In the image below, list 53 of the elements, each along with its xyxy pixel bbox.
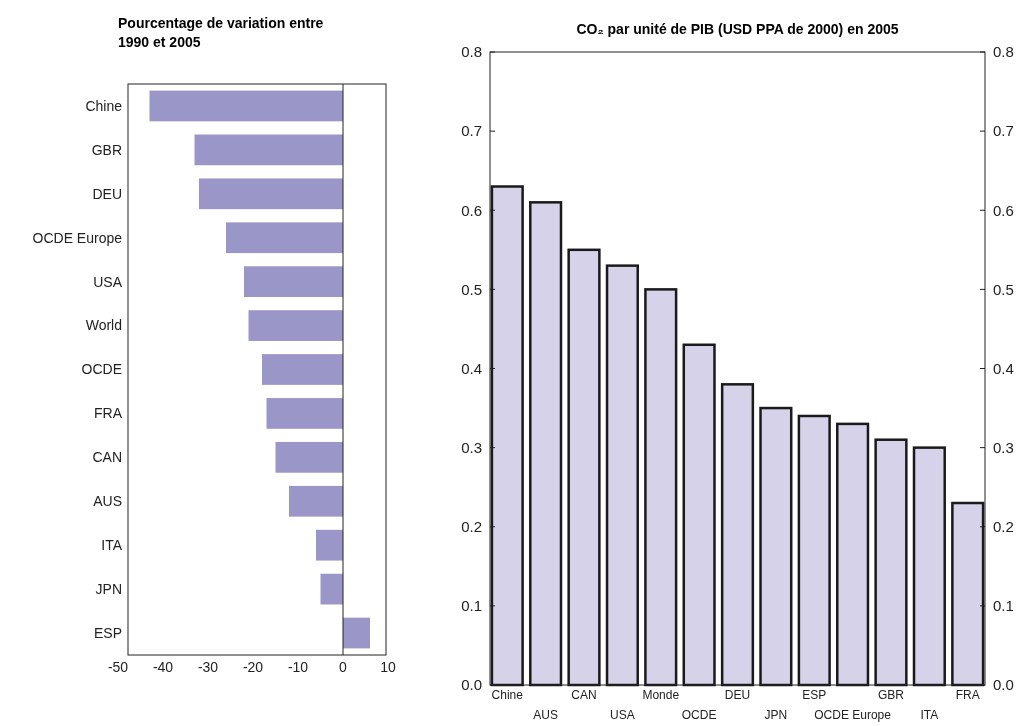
x-tick-label: -50: [107, 659, 129, 675]
y-tick-label: CAN: [92, 449, 122, 466]
y2-tick-label: 0.2: [993, 518, 1014, 535]
x-tick-label: CAN: [571, 688, 597, 702]
y-tick-label: 0.5: [461, 280, 482, 298]
x-tick-label: FRA: [955, 688, 980, 702]
y2-tick-label: 0.4: [993, 359, 1014, 377]
x-tick-label: DEU: [724, 688, 751, 702]
y2-tick-label: 0.0: [993, 676, 1014, 694]
y-tick-label: 0.4: [461, 359, 482, 377]
x-tick-label: USA: [610, 708, 635, 722]
y-tick-label: World: [85, 317, 122, 334]
x-tick-label: -10: [287, 659, 309, 675]
y-tick-label: AUS: [93, 493, 122, 510]
y-tick-label: DEU: [92, 185, 122, 202]
y2-tick-label: 0.3: [993, 438, 1014, 456]
y-tick-label: 0.8: [461, 43, 482, 61]
x-tick-label: JPN: [764, 708, 788, 722]
y-tick-label: 0.1: [461, 597, 482, 615]
y-tick-label: Chine: [85, 97, 123, 114]
x-tick-label: -20: [242, 659, 264, 675]
y-tick-label: 0.0: [461, 676, 482, 694]
y-tick-label: OCDE: [81, 361, 122, 378]
y-tick-label: 0.6: [461, 201, 482, 219]
y2-tick-label: 0.6: [993, 201, 1014, 219]
y-tick-label: 0.7: [461, 122, 482, 140]
x-tick-label: OCDE Europe: [814, 708, 892, 722]
y-tick-label: ITA: [101, 537, 123, 554]
x-tick-label: Chine: [491, 688, 524, 702]
y2-tick-label: 0.7: [993, 122, 1014, 140]
y-tick-label: ESP: [93, 624, 122, 641]
y-tick-label: GBR: [91, 141, 122, 158]
y2-tick-label: 0.1: [993, 597, 1014, 615]
x-tick-label: -30: [197, 659, 219, 675]
x-tick-label: 0: [339, 659, 348, 675]
x-tick-label: -40: [152, 659, 174, 675]
y-tick-label: JPN: [95, 581, 122, 598]
x-tick-label: ITA: [920, 708, 939, 722]
x-tick-label: GBR: [877, 688, 905, 702]
y-tick-label: 0.2: [461, 518, 482, 535]
y-tick-label: FRA: [94, 405, 123, 422]
chart-title: CO₂ par unité de PIB (USD PPA de 2000) en 2005: [576, 21, 899, 37]
x-tick-label: 10: [380, 659, 396, 675]
x-tick-label: ESP: [802, 688, 827, 702]
y-tick-label: 0.3: [461, 438, 482, 456]
x-tick-label: OCDE: [681, 708, 717, 722]
x-tick-label: Monde: [642, 688, 680, 702]
x-tick-label: AUS: [533, 708, 558, 722]
y-tick-label: USA: [93, 273, 123, 290]
y2-tick-label: 0.5: [993, 280, 1014, 298]
y2-tick-label: 0.8: [993, 43, 1014, 61]
chart-title: Pourcentage de variation entre 1990 et 2005: [118, 15, 324, 50]
y-tick-label: OCDE Europe: [32, 229, 123, 246]
